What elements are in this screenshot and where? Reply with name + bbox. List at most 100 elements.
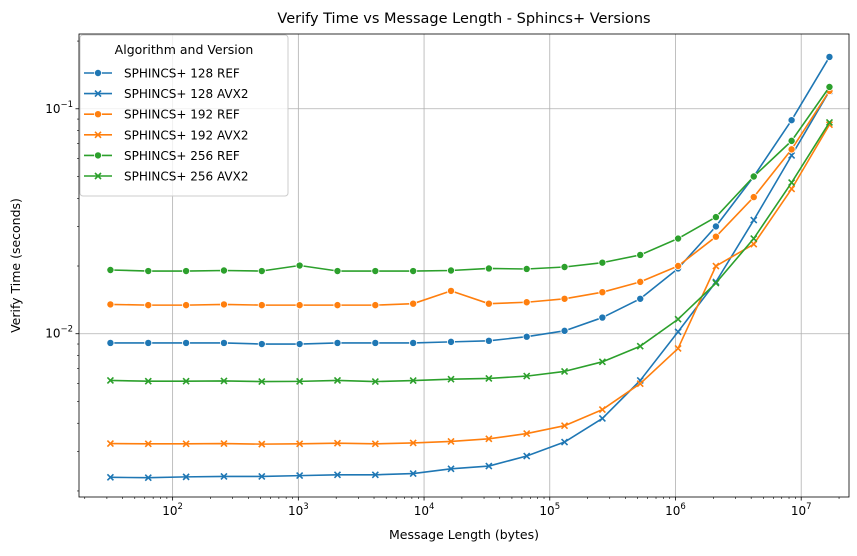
data-point bbox=[523, 452, 531, 460]
data-point bbox=[636, 277, 645, 286]
data-point bbox=[182, 338, 191, 347]
data-point bbox=[296, 440, 304, 448]
data-point bbox=[560, 367, 569, 375]
data-point bbox=[106, 439, 114, 448]
data-point bbox=[220, 439, 228, 448]
data-point bbox=[333, 301, 342, 310]
data-point bbox=[598, 258, 607, 267]
legend-marker bbox=[94, 151, 103, 160]
data-point bbox=[750, 234, 758, 243]
data-point bbox=[182, 377, 190, 385]
data-point bbox=[750, 240, 758, 248]
data-point bbox=[220, 472, 228, 481]
series-line bbox=[110, 56, 831, 345]
series-5 bbox=[106, 82, 834, 276]
data-point bbox=[598, 406, 606, 414]
data-point bbox=[787, 136, 796, 145]
data-point bbox=[523, 372, 531, 380]
legend: Algorithm and Version SPHINCS+ 128 REF SP… bbox=[79, 34, 289, 197]
data-point bbox=[371, 440, 379, 448]
data-point bbox=[371, 377, 379, 386]
legend-entry: SPHINCS+ 192 AVX2 bbox=[84, 128, 248, 142]
legend-label: SPHINCS+ 192 AVX2 bbox=[124, 128, 248, 142]
data-point bbox=[560, 326, 569, 335]
series-group bbox=[106, 52, 834, 482]
x-tick-label: 106 bbox=[665, 502, 686, 518]
data-point bbox=[144, 440, 152, 448]
data-point bbox=[106, 300, 115, 309]
plot-frame bbox=[78, 33, 850, 498]
y-axis-label: Verify Time (seconds) bbox=[8, 198, 23, 333]
data-point bbox=[788, 151, 796, 160]
data-point bbox=[182, 301, 191, 310]
data-point bbox=[674, 315, 682, 323]
data-point bbox=[825, 52, 834, 61]
data-point bbox=[712, 262, 720, 270]
data-point bbox=[371, 267, 380, 276]
y-tick-label: 10−2 bbox=[45, 325, 73, 341]
data-point bbox=[333, 376, 342, 384]
legend-entry: SPHINCS+ 256 REF bbox=[84, 149, 240, 163]
data-point bbox=[447, 437, 455, 446]
series-line bbox=[110, 90, 831, 479]
data-point bbox=[522, 264, 531, 273]
data-point bbox=[484, 299, 493, 308]
data-point bbox=[560, 294, 569, 303]
series-4 bbox=[106, 121, 834, 448]
legend-marker bbox=[94, 131, 102, 139]
data-point bbox=[371, 471, 379, 479]
data-point bbox=[447, 286, 456, 295]
data-point bbox=[182, 473, 190, 481]
data-point bbox=[560, 438, 569, 446]
data-point bbox=[409, 338, 418, 347]
data-point bbox=[636, 380, 644, 388]
data-point bbox=[106, 473, 114, 481]
data-point bbox=[219, 338, 228, 347]
data-point bbox=[788, 185, 796, 193]
legend-label: SPHINCS+ 128 REF bbox=[124, 67, 240, 81]
data-point bbox=[182, 440, 190, 448]
series-line bbox=[110, 90, 831, 306]
data-point bbox=[636, 294, 645, 303]
legend-title: Algorithm and Version bbox=[115, 42, 254, 57]
legend-marker bbox=[94, 110, 103, 119]
data-point bbox=[598, 313, 607, 322]
data-point bbox=[258, 440, 266, 448]
data-point bbox=[788, 178, 796, 187]
data-point bbox=[825, 118, 834, 126]
data-point bbox=[711, 213, 720, 222]
legend-label: SPHINCS+ 192 REF bbox=[124, 108, 240, 122]
data-point bbox=[749, 172, 758, 181]
data-point bbox=[219, 300, 228, 309]
data-point bbox=[787, 116, 796, 125]
series-line bbox=[110, 124, 831, 445]
data-point bbox=[295, 340, 304, 349]
data-point bbox=[258, 377, 266, 386]
data-point bbox=[484, 336, 493, 345]
data-point bbox=[447, 465, 455, 473]
data-point bbox=[371, 338, 380, 347]
data-point bbox=[485, 435, 493, 443]
x-axis-label: Message Length (bytes) bbox=[389, 527, 539, 542]
data-point bbox=[749, 193, 758, 202]
data-point bbox=[484, 264, 493, 273]
data-point bbox=[409, 299, 418, 308]
data-point bbox=[447, 337, 456, 346]
series-6 bbox=[106, 118, 834, 386]
legend-entry: SPHINCS+ 128 REF bbox=[84, 67, 240, 81]
data-point bbox=[144, 474, 152, 482]
data-point bbox=[750, 216, 758, 224]
data-point bbox=[674, 328, 682, 336]
legend-marker bbox=[94, 69, 103, 78]
series-2 bbox=[106, 87, 834, 482]
series-line bbox=[110, 121, 831, 383]
x-tick-label: 105 bbox=[539, 502, 560, 518]
data-point bbox=[787, 145, 796, 154]
series-line bbox=[110, 86, 831, 272]
data-point bbox=[144, 301, 153, 310]
data-point bbox=[522, 298, 531, 307]
data-point bbox=[825, 82, 834, 91]
data-point bbox=[257, 340, 266, 349]
data-point bbox=[182, 267, 191, 276]
